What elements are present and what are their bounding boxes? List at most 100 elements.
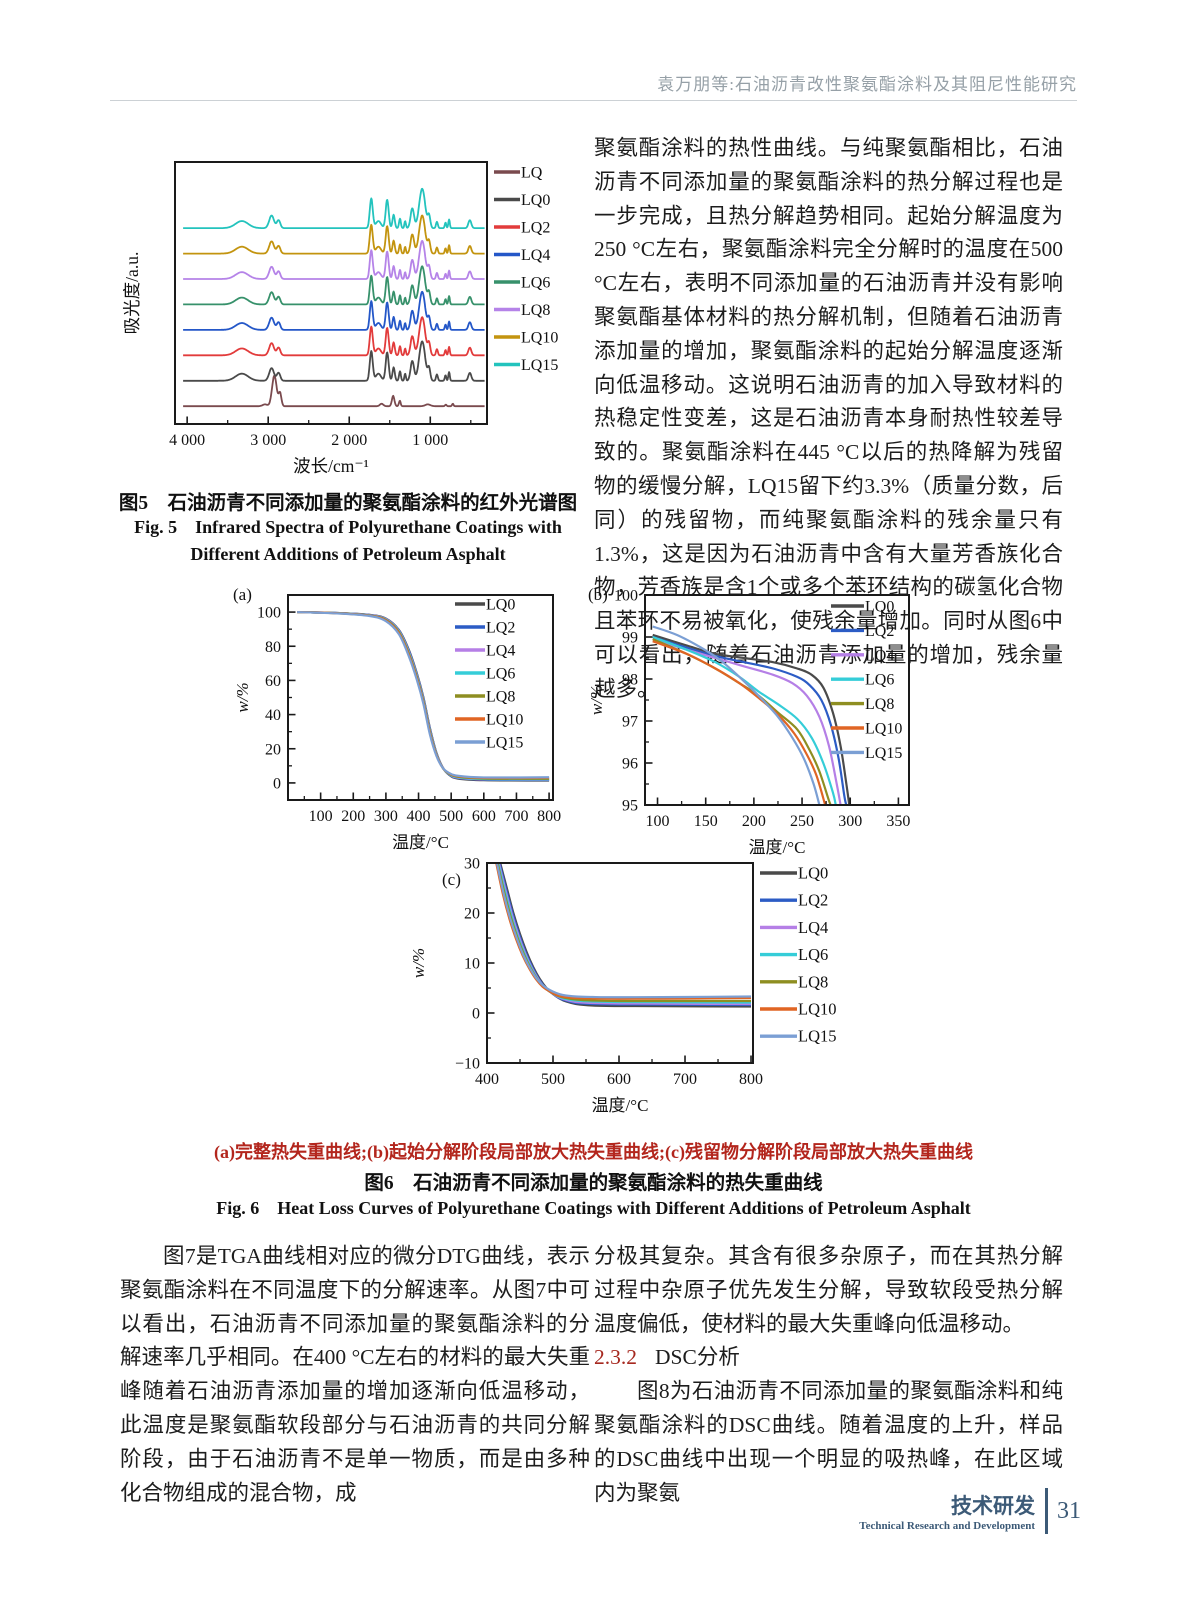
figure6-subcaption-note: (a)完整热失重曲线;(b)起始分解阶段局部放大热失重曲线;(c)残留物分解阶段… [214, 1142, 973, 1162]
svg-text:200: 200 [341, 808, 365, 825]
svg-text:0: 0 [273, 775, 281, 792]
svg-text:0: 0 [472, 1006, 480, 1023]
svg-text:LQ10: LQ10 [521, 330, 558, 347]
svg-text:600: 600 [607, 1071, 631, 1088]
svg-text:(c): (c) [442, 870, 461, 889]
svg-text:98: 98 [622, 672, 638, 689]
svg-text:97: 97 [622, 714, 638, 731]
svg-text:LQ2: LQ2 [521, 220, 550, 237]
svg-text:LQ15: LQ15 [486, 735, 523, 752]
svg-text:温度/°C: 温度/°C [592, 1096, 649, 1115]
svg-text:10: 10 [464, 956, 480, 973]
svg-text:100: 100 [257, 605, 281, 622]
svg-text:LQ0: LQ0 [865, 599, 894, 616]
figure6-caption-en: Fig. 6 Heat Loss Curves of Polyurethane … [216, 1198, 971, 1218]
svg-text:LQ: LQ [521, 165, 543, 182]
svg-text:波长/cm⁻¹: 波长/cm⁻¹ [293, 456, 369, 476]
svg-text:2 000: 2 000 [331, 432, 367, 449]
figure5-ir-spectra-chart: 4 000 3 000 2 000 1 000 波长/cm⁻¹ 吸光度/a.u. LQ LQ0… [122, 161, 558, 476]
section-number: 2.3.2 [594, 1345, 637, 1370]
svg-text:400: 400 [475, 1071, 499, 1088]
svg-text:95: 95 [622, 798, 638, 815]
svg-text:350: 350 [886, 813, 910, 830]
svg-text:LQ10: LQ10 [486, 712, 523, 729]
svg-text:20: 20 [265, 741, 281, 758]
header-rule [110, 100, 1077, 101]
svg-text:500: 500 [541, 1071, 565, 1088]
svg-text:96: 96 [622, 756, 638, 773]
svg-text:LQ0: LQ0 [521, 192, 550, 209]
svg-text:w/%: w/% [233, 682, 252, 712]
svg-text:200: 200 [742, 813, 766, 830]
svg-text:500: 500 [439, 808, 463, 825]
figure5-caption-en-line1: Fig. 5 Infrared Spectra of Polyurethane … [134, 517, 562, 537]
svg-text:LQ2: LQ2 [486, 620, 515, 637]
svg-text:700: 700 [504, 808, 528, 825]
svg-text:LQ2: LQ2 [865, 623, 894, 640]
svg-text:LQ4: LQ4 [521, 247, 550, 264]
svg-text:100: 100 [309, 808, 333, 825]
svg-text:99: 99 [622, 630, 638, 647]
svg-text:LQ15: LQ15 [798, 1027, 837, 1046]
svg-text:100: 100 [646, 813, 670, 830]
bottom-left-paragraph: 图7是TGA曲线相对应的微分DTG曲线，表示聚氨酯涂料在不同温度下的分解速率。从… [120, 1244, 590, 1505]
svg-text:LQ6: LQ6 [521, 275, 550, 292]
footer-section-label: 技术研发 Technical Research and Development [859, 1490, 1035, 1532]
svg-text:LQ0: LQ0 [798, 864, 828, 883]
svg-text:温度/°C: 温度/°C [749, 838, 806, 857]
svg-text:80: 80 [265, 639, 281, 656]
bottom-right-paragraph2: 图8为石油沥青不同添加量的聚氨酯涂料和纯聚氨酯涂料的DSC曲线。随着温度的上升，… [594, 1379, 1063, 1505]
svg-text:LQ15: LQ15 [521, 357, 558, 374]
svg-text:−10: −10 [455, 1056, 480, 1073]
svg-text:LQ2: LQ2 [798, 891, 828, 910]
svg-text:400: 400 [407, 808, 431, 825]
svg-text:LQ8: LQ8 [486, 689, 515, 706]
svg-text:LQ4: LQ4 [798, 918, 828, 937]
bottom-right-column: 分极其复杂。其含有很多杂原子，而在其热分解过程中杂原子优先发生分解，导致软段受热… [594, 1240, 1063, 1510]
figure5-caption-en: Fig. 5 Infrared Spectra of Polyurethane … [118, 514, 578, 568]
section-title: DSC分析 [655, 1345, 740, 1370]
svg-text:40: 40 [265, 707, 281, 724]
svg-text:LQ10: LQ10 [865, 721, 902, 738]
svg-text:LQ8: LQ8 [521, 302, 550, 319]
svg-text:1 000: 1 000 [412, 432, 448, 449]
svg-text:LQ0: LQ0 [486, 597, 515, 614]
svg-text:20: 20 [464, 906, 480, 923]
svg-text:100: 100 [614, 588, 638, 605]
svg-text:800: 800 [739, 1071, 763, 1088]
page-number: 31 [1057, 1497, 1081, 1524]
figure6a-tga-chart: 100 200 300 400 500 600 700 800 0 20 40 60 80 100 温度/°… [233, 585, 561, 852]
svg-text:4 000: 4 000 [169, 432, 205, 449]
svg-text:温度/°C: 温度/°C [392, 833, 449, 852]
svg-text:w/%: w/% [587, 685, 606, 715]
svg-text:700: 700 [673, 1071, 697, 1088]
figure5-caption-en-line2: Different Additions of Petroleum Asphalt [190, 544, 506, 564]
figure6-caption-zh: 图6 石油沥青不同添加量的聚氨酯涂料的热失重曲线 [364, 1173, 823, 1194]
svg-text:(b): (b) [588, 585, 608, 604]
svg-text:w/%: w/% [409, 948, 428, 978]
right-column-paragraph: 聚氨酯涂料的热性曲线。与纯聚氨酯相比，石油沥青不同添加量的聚氨酯涂料的热分解过程… [594, 136, 1063, 701]
svg-text:LQ4: LQ4 [486, 643, 515, 660]
svg-text:吸光度/a.u.: 吸光度/a.u. [122, 252, 142, 335]
svg-text:LQ6: LQ6 [798, 945, 828, 964]
svg-text:800: 800 [537, 808, 561, 825]
svg-text:LQ6: LQ6 [865, 672, 894, 689]
svg-text:LQ15: LQ15 [865, 745, 902, 762]
svg-text:LQ4: LQ4 [865, 647, 894, 664]
running-header: 袁万朋等:石油沥青改性聚氨酯涂料及其阻尼性能研究 [657, 75, 1077, 94]
footer-label-zh: 技术研发 [951, 1495, 1035, 1518]
bottom-right-paragraph1: 分极其复杂。其含有很多杂原子，而在其热分解过程中杂原子优先发生分解，导致软段受热… [594, 1244, 1063, 1336]
svg-text:LQ6: LQ6 [486, 666, 515, 683]
svg-text:3 000: 3 000 [250, 432, 286, 449]
svg-text:300: 300 [838, 813, 862, 830]
svg-text:300: 300 [374, 808, 398, 825]
footer-divider [1045, 1488, 1048, 1534]
svg-text:LQ8: LQ8 [865, 696, 894, 713]
svg-text:600: 600 [472, 808, 496, 825]
figure5-caption-zh: 图5 石油沥青不同添加量的聚氨酯涂料的红外光谱图 [118, 493, 578, 514]
page-footer: 技术研发 Technical Research and Development … [859, 1488, 1081, 1534]
svg-text:250: 250 [790, 813, 814, 830]
svg-text:60: 60 [265, 673, 281, 690]
svg-text:150: 150 [694, 813, 718, 830]
